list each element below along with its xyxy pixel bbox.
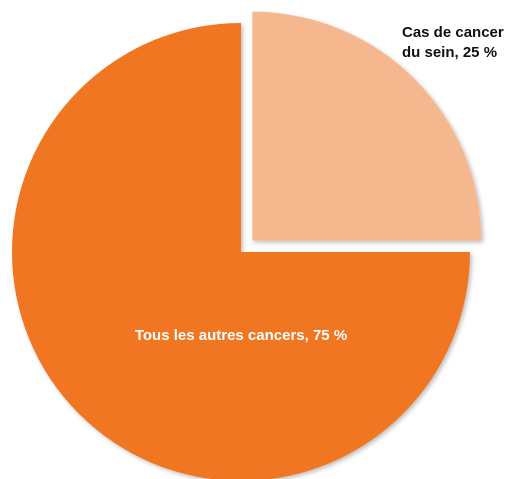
pie-slice-1	[12, 23, 470, 479]
pie-slice-label-0: Cas de cancer du sein, 25 %	[402, 24, 504, 61]
pie-slice-label-1: Tous les autres cancers, 75 %	[135, 327, 347, 344]
labels-layer: Cas de cancer du sein, 25 % Tous les autre…	[135, 24, 504, 344]
slices-layer	[12, 11, 482, 479]
pie-slice-label-line: Cas de cancer	[402, 24, 504, 41]
pie-slice-label-line: du sein, 25 %	[402, 44, 497, 61]
pie-slice-label-line: Tous les autres cancers, 75 %	[135, 327, 347, 344]
pie-slice-0	[252, 11, 482, 241]
